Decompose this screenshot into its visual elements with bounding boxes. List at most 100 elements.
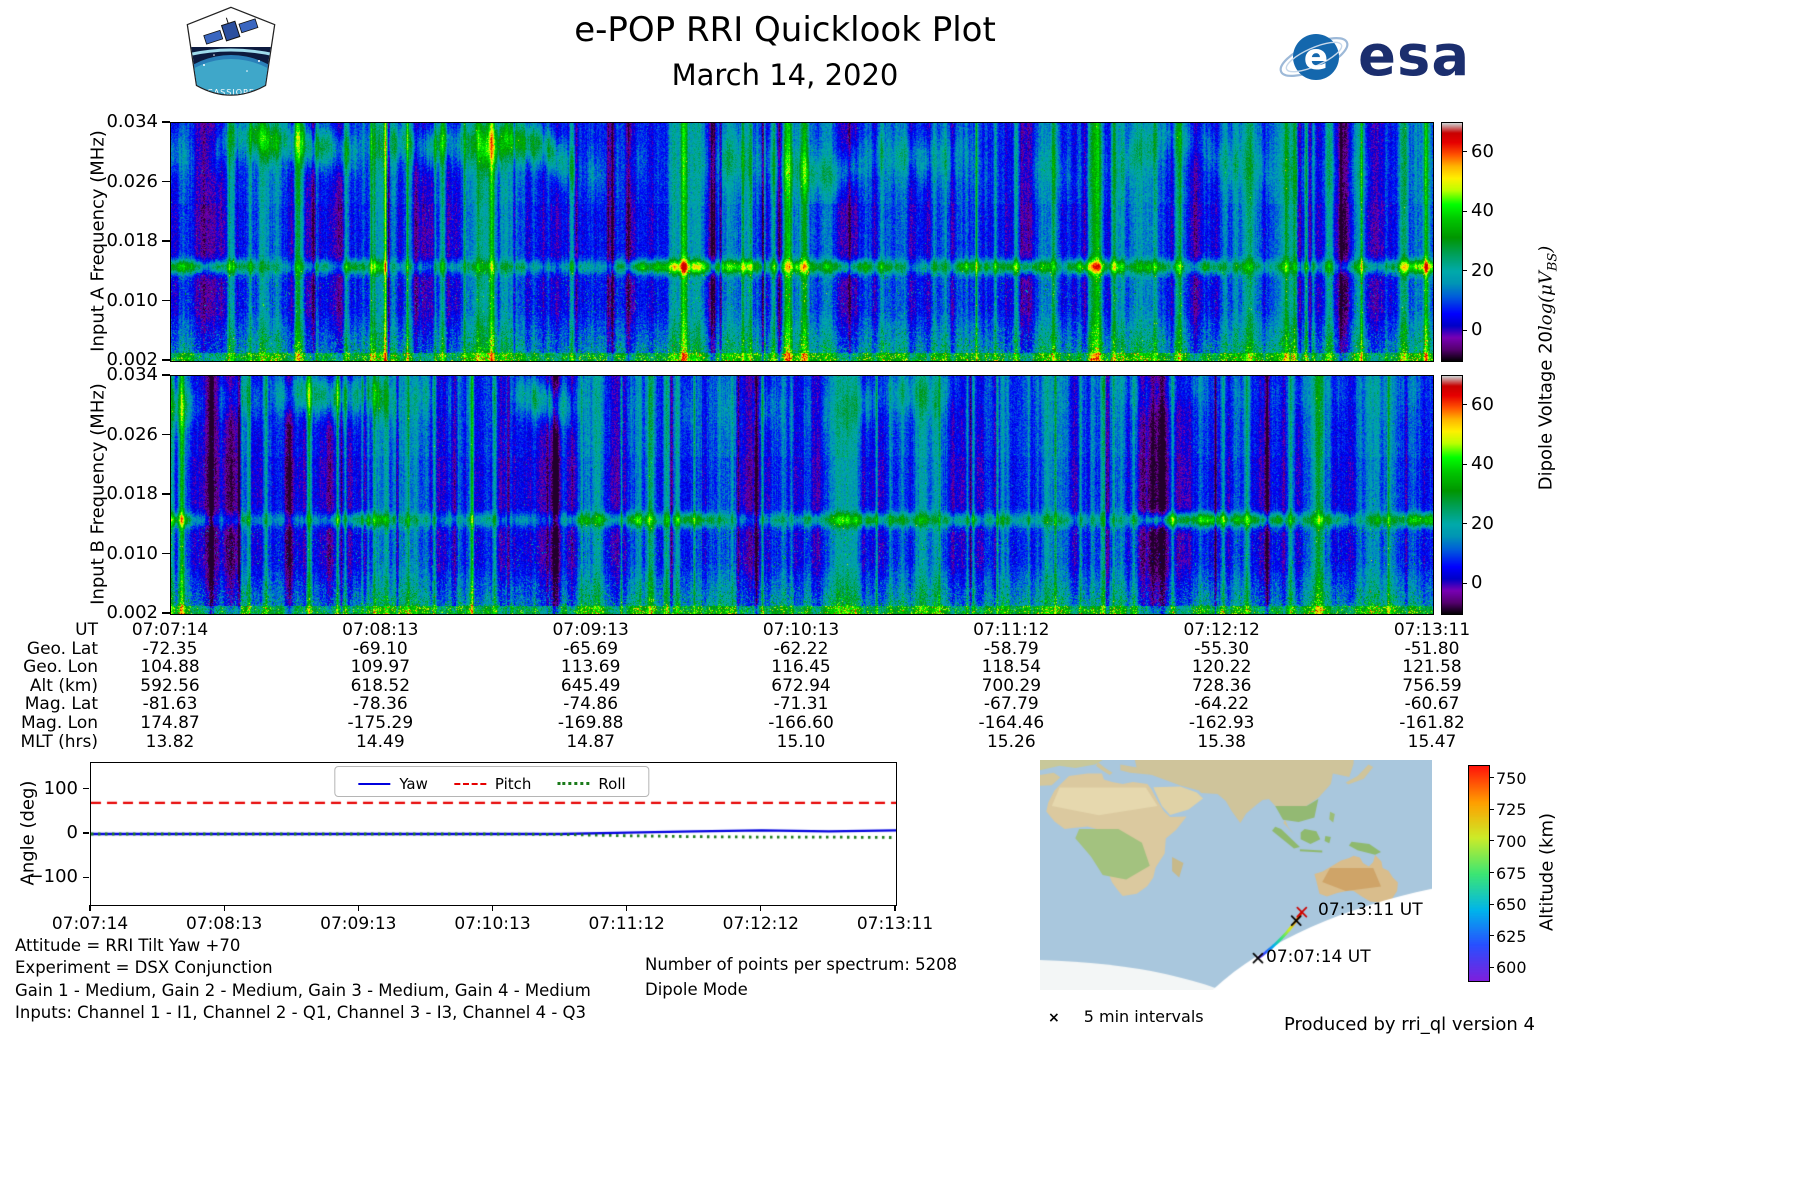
ephemeris-value: 592.56	[140, 675, 200, 696]
ephemeris-value: -161.82	[1399, 713, 1465, 733]
ephemeris-value: -67.79	[983, 694, 1039, 715]
angle-xtick-mark	[626, 905, 628, 911]
ephemeris-value: -60.67	[1404, 694, 1460, 715]
map-end-time-label: 07:13:11 UT	[1318, 900, 1423, 920]
cassiope-mission-patch: CASSIOPE	[186, 6, 276, 97]
ephemeris-value: 121.58	[1402, 657, 1462, 678]
ephemeris-value: -74.86	[563, 694, 619, 715]
ephemeris-row-label: Alt (km)	[29, 675, 98, 696]
altitude-cbar-tick-label: 600	[1496, 958, 1527, 978]
panel-a-ytick-label: 0.010	[106, 289, 158, 311]
legend-label-roll: Roll	[598, 774, 626, 793]
spectrogram-a-canvas	[170, 122, 1434, 362]
esa-globe-icon: e	[1279, 34, 1349, 80]
angle-xtick-label: 07:10:13	[454, 914, 531, 934]
altitude-cbar-tick-mark	[1489, 840, 1494, 842]
dipole-colorbar-label: Dipole Voltage 20log(μVBS)	[1536, 246, 1561, 491]
angle-xtick-mark	[89, 905, 91, 911]
angle-xtick-mark	[894, 905, 896, 911]
angle-xtick-mark	[357, 905, 359, 911]
panel-a-ytick-label: 0.018	[106, 230, 158, 251]
altitude-cbar-tick-mark	[1489, 777, 1494, 779]
ephemeris-value: 120.22	[1191, 657, 1252, 678]
ephemeris-value: 728.36	[1191, 675, 1252, 696]
colorbar-a-tick-mark	[1462, 151, 1467, 153]
angle-ytick-label: −100	[28, 866, 78, 888]
colorbar-b-tick-label: 60	[1471, 393, 1494, 415]
angle-xtick-mark	[760, 905, 762, 911]
ephemeris-value: 618.52	[350, 675, 411, 696]
legend-dashed-line-icon	[453, 783, 486, 785]
panel-b-ytick-label: 0.026	[106, 423, 158, 445]
x-marker-glyph: ×	[1048, 1010, 1060, 1026]
dipole-label-close: )	[1535, 245, 1557, 253]
panel-b-ytick-mark	[162, 433, 170, 436]
dipole-label-pre: Dipole Voltage 20	[1535, 331, 1557, 491]
altitude-cbar-tick-mark	[1489, 808, 1494, 810]
altitude-cbar-tick-mark	[1489, 935, 1494, 937]
altitude-cbar-tick-label: 725	[1496, 800, 1527, 820]
ephemeris-value: 15.38	[1197, 731, 1246, 752]
ephemeris-value: -58.79	[983, 638, 1039, 659]
ephemeris-value: 07:13:11	[1393, 620, 1471, 640]
angle-xtick-label: 07:07:14	[51, 914, 129, 934]
patch-cassiope-text: CASSIOPE	[207, 88, 255, 97]
altitude-cbar-tick-label: 675	[1496, 863, 1527, 883]
angle-ytick-label: 100	[43, 777, 78, 799]
legend-item-pitch: Pitch	[453, 775, 531, 793]
legend-item-yaw: Yaw	[358, 775, 428, 793]
note-gains: Gain 1 - Medium, Gain 2 - Medium, Gain 3…	[15, 981, 591, 1000]
ephemeris-row-label: Mag. Lat	[24, 694, 98, 715]
note-attitude: Attitude = RRI Tilt Yaw +70	[15, 936, 241, 955]
colorbar-b-tick-mark	[1462, 404, 1467, 406]
ephemeris-value: 07:10:13	[762, 620, 840, 640]
ephemeris-value: 14.87	[566, 731, 615, 752]
altitude-cbar-tick-label: 625	[1496, 926, 1527, 946]
ephemeris-value: -72.35	[142, 638, 198, 659]
map-start-time-label: 07:07:14 UT	[1266, 947, 1371, 967]
legend-item-roll: Roll	[557, 774, 626, 793]
panel-b-ytick-mark	[162, 552, 170, 555]
ephemeris-value: 700.29	[981, 675, 1042, 696]
altitude-colorbar-label: Altitude (km)	[1536, 812, 1558, 932]
angle-ytick-mark	[83, 787, 89, 790]
angle-ytick-mark	[83, 832, 89, 834]
note-points: Number of points per spectrum: 5208	[645, 955, 958, 974]
ephemeris-value: 07:11:12	[973, 620, 1050, 640]
ephemeris-value: -81.63	[142, 694, 198, 715]
panel-a-ytick-label: 0.002	[106, 349, 158, 370]
panel-b-ytick-mark	[162, 612, 170, 614]
colorbar-b-tick-label: 0	[1471, 572, 1483, 594]
panel-a-ytick-mark	[162, 359, 170, 361]
ephemeris-value: 104.88	[140, 657, 200, 678]
figure-title: e-POP RRI Quicklook Plot	[574, 10, 996, 50]
svg-text:e: e	[1304, 37, 1328, 78]
ephemeris-value: 07:08:13	[342, 620, 419, 640]
ephemeris-value: 15.26	[986, 731, 1036, 752]
colorbar-b-tick-mark	[1462, 463, 1467, 465]
colorbar-a-tick-mark	[1462, 270, 1467, 272]
angle-ytick-mark	[83, 876, 89, 879]
ephemeris-value: -78.36	[352, 694, 408, 715]
ephemeris-value: -164.46	[978, 713, 1045, 733]
angle-ytick-label: 0	[66, 822, 78, 843]
altitude-cbar-tick-mark	[1489, 871, 1494, 874]
ephemeris-value: -55.30	[1194, 638, 1250, 659]
colorbar-a-tick-label: 20	[1471, 259, 1494, 281]
angle-xtick-label: 07:12:12	[722, 914, 799, 934]
colorbar-b-tick-label: 40	[1471, 453, 1494, 475]
angle-xtick-label: 07:08:13	[185, 914, 263, 934]
ephemeris-row-label: UT	[75, 620, 98, 640]
ephemeris-value: 14.49	[355, 731, 405, 752]
panel-a-ytick-mark	[162, 299, 170, 302]
note-inputs: Inputs: Channel 1 - I1, Channel 2 - Q1, …	[15, 1003, 586, 1022]
panel-b-ytick-mark	[162, 374, 170, 376]
colorbar-b	[1441, 375, 1463, 615]
panel-b-ytick-label: 0.010	[106, 542, 158, 564]
angle-xtick-label: 07:09:13	[320, 914, 397, 934]
panel-b-ytick-label: 0.002	[106, 602, 158, 623]
legend-dotted-line-icon	[557, 782, 590, 785]
ephemeris-value: 756.59	[1402, 675, 1462, 696]
ephemeris-value: 15.47	[1407, 731, 1457, 752]
esa-logo: e esa	[1276, 24, 1470, 90]
